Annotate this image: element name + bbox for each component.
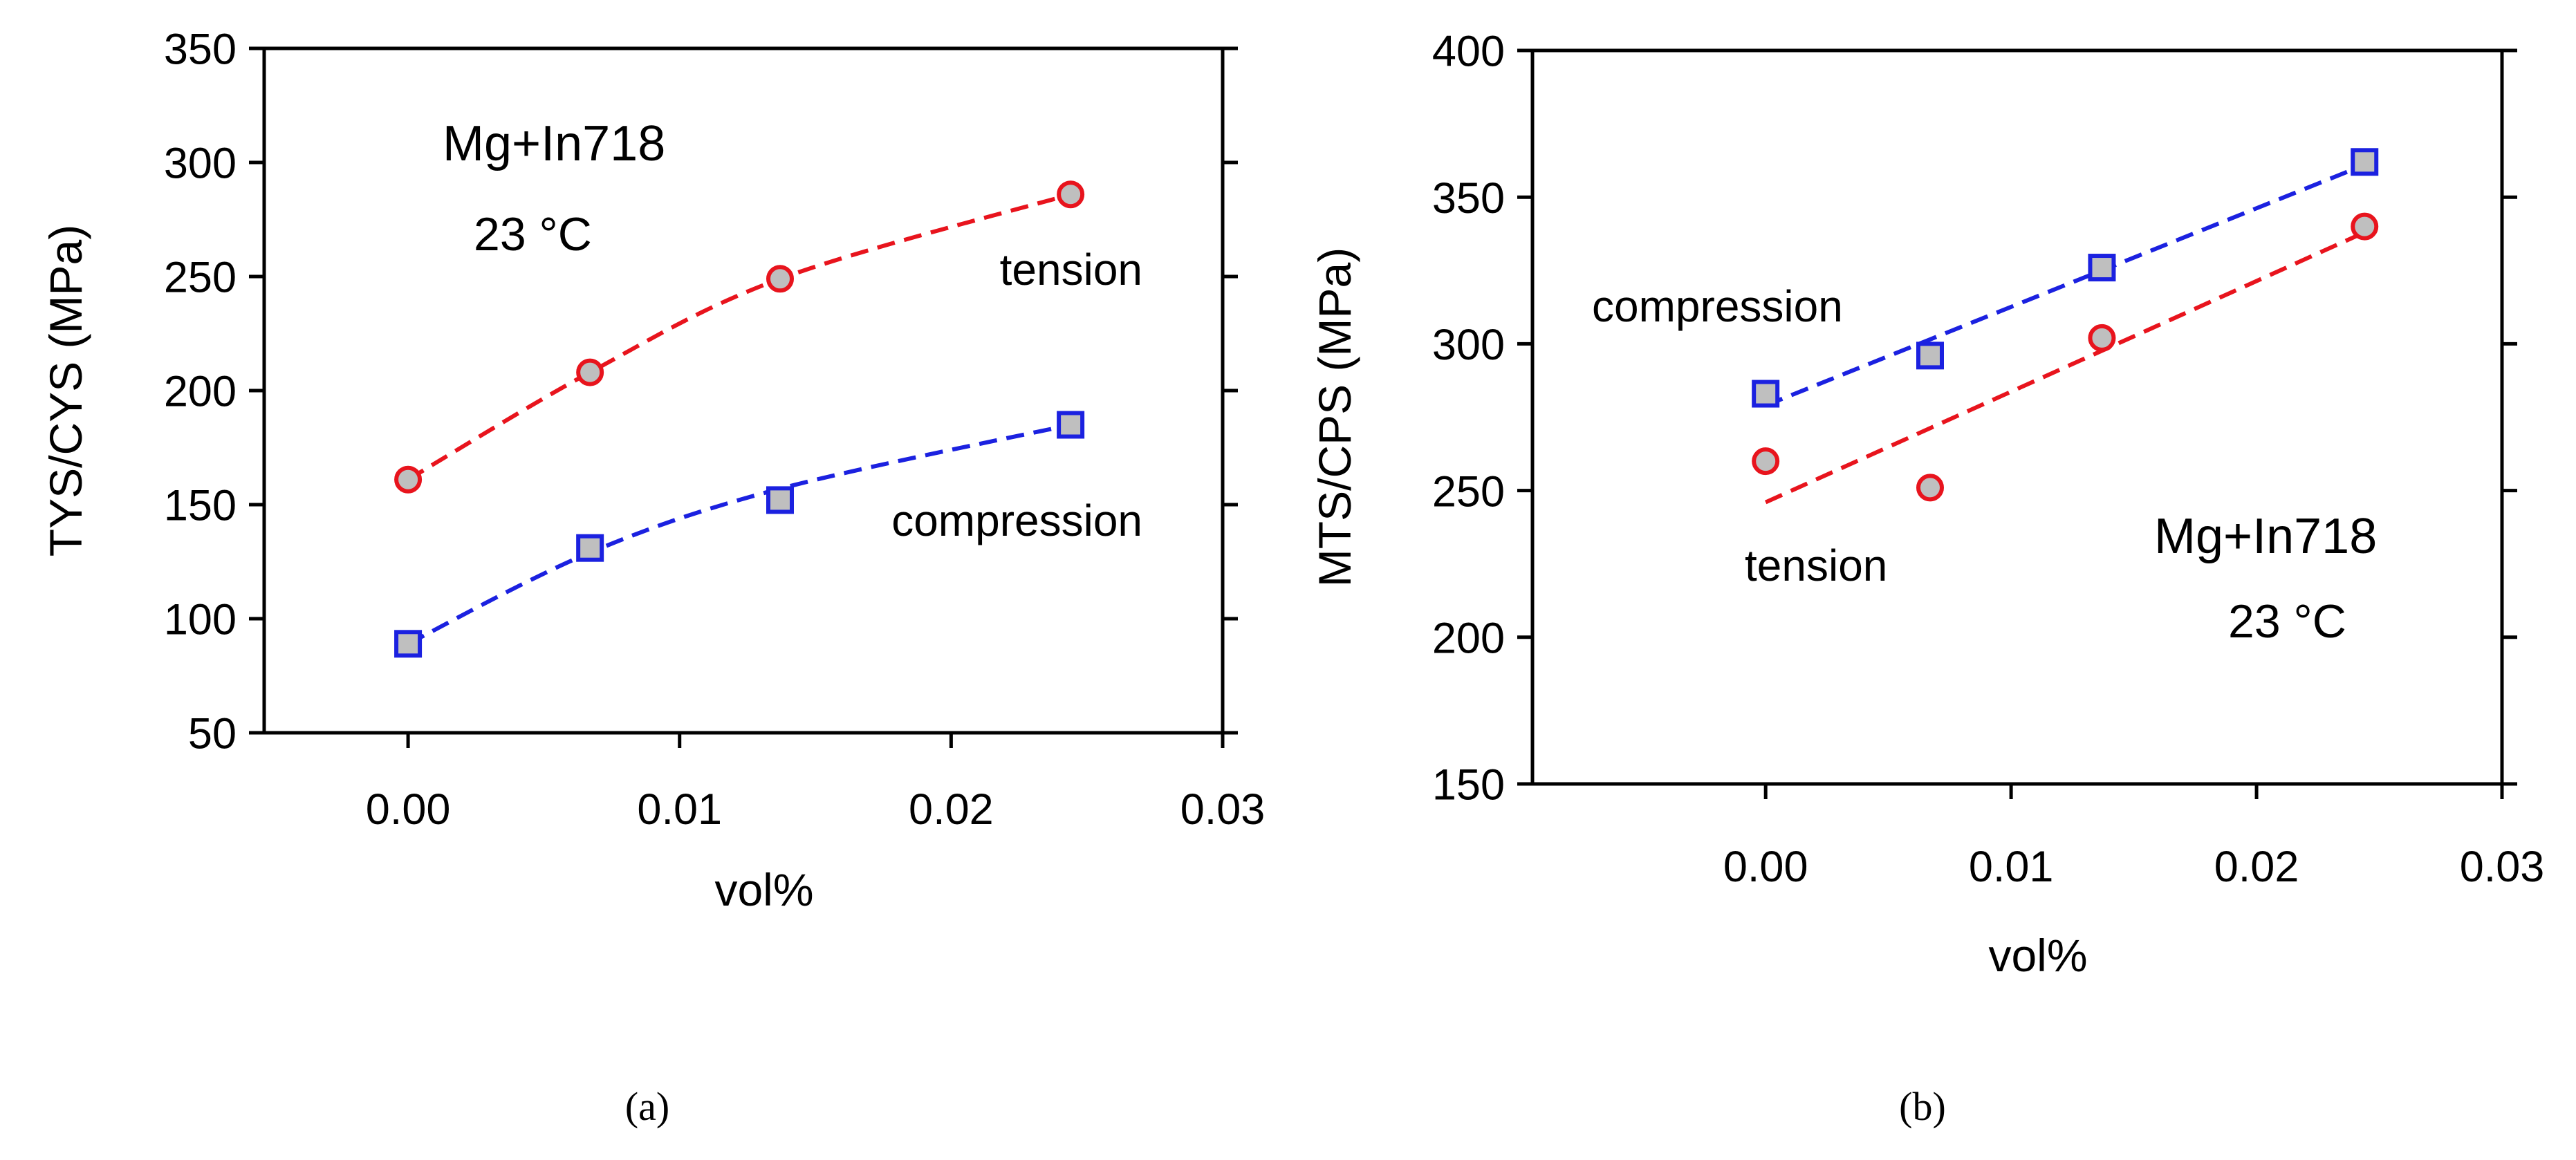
series-tension-point xyxy=(2351,212,2379,241)
panel-b-mts-cps-chart: 150 200 250 300 350 400 0.00 0.01 0.02 0.03 vol% MT… xyxy=(1309,28,2544,1129)
x-axis-label: vol% xyxy=(714,864,813,915)
x-tick-label: 0.00 xyxy=(366,785,451,834)
y-tick-label: 200 xyxy=(164,368,237,416)
series-tension-point xyxy=(394,465,423,494)
y-tick-label: 400 xyxy=(1432,28,1505,76)
series-tension-point xyxy=(576,358,604,386)
y-tick-label: 150 xyxy=(164,482,237,530)
series-tension-fit-line xyxy=(407,192,1071,482)
panel-caption-label: (a) xyxy=(625,1084,669,1129)
y-tick-label: 200 xyxy=(1432,614,1505,662)
y-axis-label: MTS/CPS (MPa) xyxy=(1309,247,1360,587)
x-tick-label: 0.03 xyxy=(2460,843,2545,891)
y-tick-label: 250 xyxy=(1432,467,1505,516)
series-label-tension: tension xyxy=(1000,245,1142,294)
series-compression-point xyxy=(1752,380,1780,408)
series-tension-point xyxy=(766,265,795,293)
series-compression-point xyxy=(2351,148,2379,176)
panel-a-tys-cys-chart: 50 100 150 200 250 300 350 0.00 0.01 0.02 0.03 vol%… xyxy=(40,26,1265,1129)
y-tick-label: 250 xyxy=(164,254,237,302)
series-tension-point xyxy=(2088,324,2116,352)
y-tick-label: 100 xyxy=(164,596,237,644)
plot-frame xyxy=(1530,48,2504,786)
series-tension-point xyxy=(1916,474,1944,502)
series-compression-point xyxy=(394,630,423,658)
annotation-alloy: Mg+In718 xyxy=(2154,509,2377,564)
series-tension-point xyxy=(1752,447,1780,476)
series-compression-fit-line xyxy=(407,422,1071,646)
series-compression-point xyxy=(1057,411,1085,439)
x-tick-label: 0.02 xyxy=(909,785,994,834)
y-tick-label: 300 xyxy=(1432,321,1505,369)
series-compression-point xyxy=(766,486,795,514)
y-tick-label: 350 xyxy=(164,26,237,74)
series-compression-point xyxy=(576,534,604,562)
y-tick-label: 300 xyxy=(164,140,237,188)
annotation-temperature: 23 °C xyxy=(2228,595,2346,648)
x-tick-label: 0.01 xyxy=(637,785,722,834)
x-tick-label: 0.01 xyxy=(1969,843,2054,891)
series-tension-point xyxy=(1057,180,1085,209)
x-tick-label: 0.02 xyxy=(2214,843,2299,891)
annotation-temperature: 23 °C xyxy=(474,208,592,261)
panel-caption-label: (b) xyxy=(1899,1084,1946,1129)
y-tick-label: 350 xyxy=(1432,174,1505,223)
x-tick-label: 0.03 xyxy=(1180,785,1266,834)
series-label-tension: tension xyxy=(1745,541,1887,590)
series-label-compression: compression xyxy=(891,496,1142,545)
y-tick-label: 150 xyxy=(1432,761,1505,810)
series-compression-point xyxy=(2088,254,2116,282)
x-tick-label: 0.00 xyxy=(1723,843,1808,891)
series-label-compression: compression xyxy=(1592,281,1843,331)
series-compression-fit-line xyxy=(1765,162,2366,408)
y-tick-label: 50 xyxy=(188,710,237,758)
series-compression-point xyxy=(1916,342,1944,370)
annotation-alloy: Mg+In718 xyxy=(443,116,665,171)
x-axis-label: vol% xyxy=(1988,930,2087,981)
y-axis-label: TYS/CYS (MPa) xyxy=(40,225,91,556)
